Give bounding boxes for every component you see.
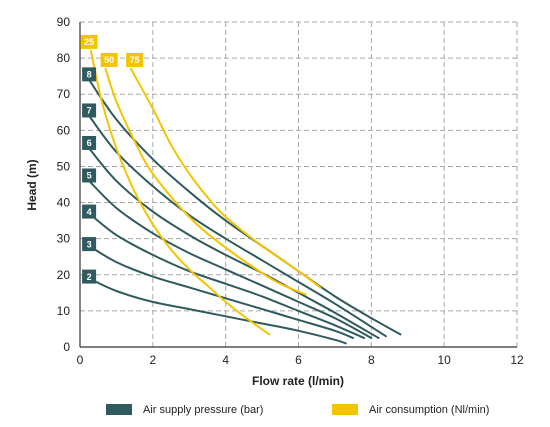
consumption-tag-label-25: 25: [84, 37, 94, 47]
consumption-curve-50: [104, 67, 307, 296]
pressure-tag-2: [82, 269, 97, 284]
y-tick-label: 70: [57, 87, 71, 101]
consumption-tag-50: [100, 52, 118, 67]
legend-swatch-consumption: [332, 404, 358, 415]
legend-swatch-pressure: [106, 404, 132, 415]
y-tick-label: 20: [57, 268, 71, 282]
x-tick-label: 12: [510, 353, 524, 367]
pressure-curve-7: [88, 114, 387, 338]
series-tags: 2 3 4 5 6 7 8 25 50 75: [80, 34, 144, 284]
series: [88, 49, 402, 345]
consumption-tag-75: [126, 52, 144, 67]
x-tick-label: 2: [149, 353, 156, 367]
pressure-tag-8: [82, 67, 97, 82]
pressure-tag-label-3: 3: [87, 239, 92, 249]
y-tick-label: 40: [57, 196, 71, 210]
y-axis-title: Head (m): [25, 159, 39, 210]
pressure-tag-4: [82, 204, 97, 219]
pressure-tag-5: [82, 168, 97, 183]
grid: [80, 21, 518, 347]
x-tick-label: 4: [222, 353, 229, 367]
y-tick-label: 60: [57, 123, 71, 137]
y-tick-label: 80: [57, 51, 71, 65]
y-tick-label: 50: [57, 159, 71, 173]
y-tick-label: 10: [57, 304, 71, 318]
pressure-tag-label-5: 5: [87, 171, 92, 181]
pressure-curve-3: [88, 244, 355, 339]
pressure-tag-label-7: 7: [87, 106, 92, 116]
pressure-curve-6: [88, 147, 380, 339]
pressure-tag-label-2: 2: [87, 272, 92, 282]
pressure-curve-2: [88, 277, 347, 345]
y-tick-label: 90: [57, 15, 71, 29]
y-tick-label: 30: [57, 232, 71, 246]
axes: 0 2 4 6 8 10 12 0 10 20 30 40 50 60 70 80 90: [57, 15, 524, 367]
legend: Air supply pressure (bar) Air consumptio…: [106, 404, 489, 416]
pressure-curve-5: [88, 179, 373, 339]
y-tick-label: 0: [63, 340, 70, 354]
x-axis-title: Flow rate (l/min): [252, 374, 344, 388]
legend-label-consumption: Air consumption (Nl/min): [369, 404, 489, 416]
consumption-tag-25: [80, 34, 98, 49]
pressure-tag-label-8: 8: [87, 70, 92, 80]
x-tick-label: 8: [368, 353, 375, 367]
consumption-curve-75: [130, 67, 322, 289]
legend-label-pressure: Air supply pressure (bar): [143, 404, 263, 416]
x-tick-label: 10: [437, 353, 451, 367]
x-tick-label: 0: [77, 353, 84, 367]
pressure-curve-8: [88, 78, 402, 336]
pressure-tag-7: [82, 103, 97, 118]
pressure-tag-6: [82, 135, 97, 150]
consumption-tag-label-75: 75: [130, 55, 140, 65]
pressure-tag-label-4: 4: [87, 207, 92, 217]
consumption-tag-label-50: 50: [104, 55, 114, 65]
pressure-curve-4: [88, 212, 366, 339]
x-tick-label: 6: [295, 353, 302, 367]
pressure-tag-3: [82, 237, 97, 252]
pressure-tag-label-6: 6: [87, 138, 92, 148]
consumption-curve-25: [89, 49, 271, 336]
